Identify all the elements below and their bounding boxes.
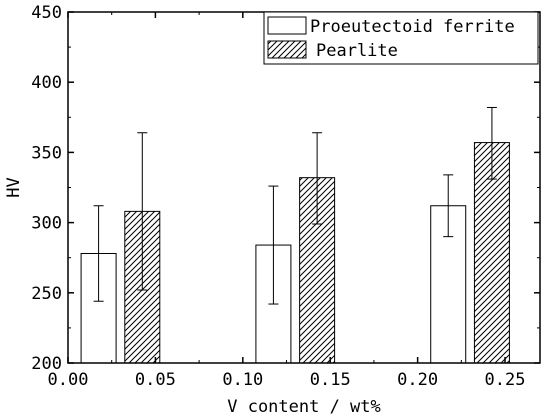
x-axis-ticks: 0.00 0.05 0.10 0.15 0.20 0.25 xyxy=(48,12,526,390)
y-axis-title: HV xyxy=(4,177,24,197)
y-tick-label: 300 xyxy=(31,214,62,234)
error-bar-ferrite-0 xyxy=(93,205,104,302)
legend-label-pearlite: Pearlite xyxy=(316,41,398,61)
error-bars-group xyxy=(93,106,497,305)
error-bar-ferrite-1 xyxy=(268,185,279,305)
legend: Proeutectoid ferrite Pearlite xyxy=(263,11,539,65)
legend-box xyxy=(263,11,539,65)
legend-swatch-proeutectoid-ferrite xyxy=(267,16,307,35)
bars-group xyxy=(80,142,510,364)
error-bar-pearlite-2 xyxy=(486,106,497,180)
x-tick-label: 0.15 xyxy=(310,370,351,390)
x-tick-label: 0.20 xyxy=(397,370,438,390)
legend-swatch-pearlite xyxy=(267,40,307,59)
legend-label-proeutectoid-ferrite: Proeutectoid ferrite xyxy=(310,17,515,37)
y-tick-label: 450 xyxy=(31,3,62,23)
y-tick-label: 400 xyxy=(31,73,62,93)
x-axis-title: V content / wt% xyxy=(227,397,381,417)
y-tick-label: 200 xyxy=(31,354,62,374)
error-bar-ferrite-2 xyxy=(443,174,454,238)
error-bar-pearlite-1 xyxy=(312,132,323,225)
x-tick-label: 0.10 xyxy=(222,370,263,390)
x-tick-label: 0.05 xyxy=(135,370,176,390)
error-bar-pearlite-0 xyxy=(137,132,148,291)
x-tick-label: 0.25 xyxy=(485,370,526,390)
y-tick-label: 250 xyxy=(31,284,62,304)
y-tick-label: 350 xyxy=(31,143,62,163)
x-tick-label: 0.00 xyxy=(48,370,89,390)
y-axis-ticks: 200 250 300 350 400 450 xyxy=(31,3,540,374)
